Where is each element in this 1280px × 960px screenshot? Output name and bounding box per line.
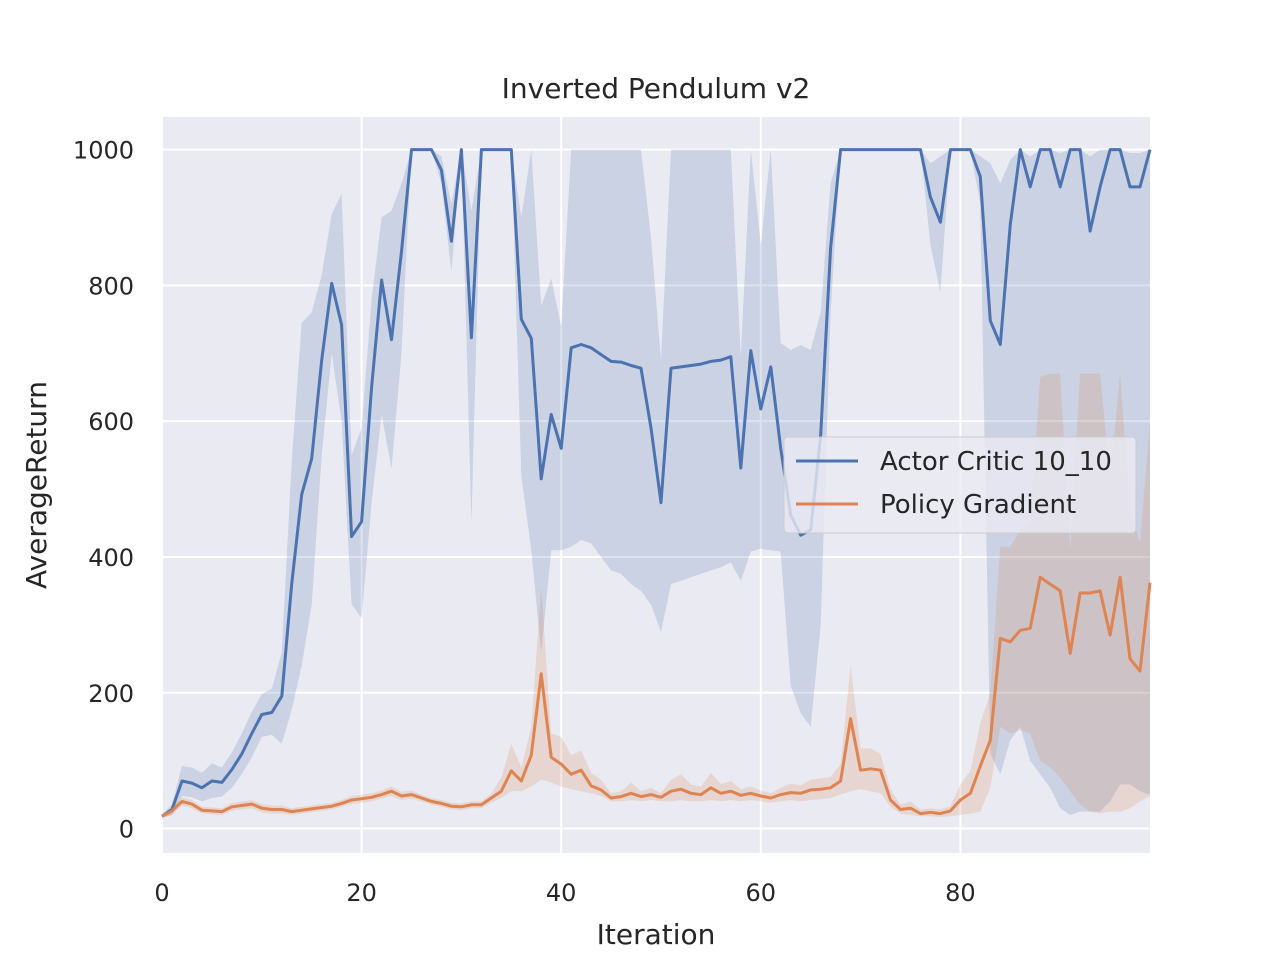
actor-critic-band	[162, 149, 1150, 818]
x-tick-label: 0	[154, 879, 169, 907]
x-tick-label: 20	[346, 879, 377, 907]
chart-title: Inverted Pendulum v2	[502, 72, 811, 105]
legend-label-policy-gradient: Policy Gradient	[880, 490, 1076, 520]
legend-box	[783, 436, 1137, 534]
policy-gradient-band	[162, 373, 1150, 818]
y-tick-labels: 0 200 400 600 800 1000	[73, 137, 134, 844]
y-tick-label: 200	[88, 680, 134, 708]
policy-gradient-line	[161, 575, 1152, 818]
series-lines	[161, 148, 1152, 818]
y-axis-label: AverageReturn	[20, 381, 53, 589]
y-tick-label: 1000	[73, 137, 134, 165]
legend: Actor Critic 10_10 Policy Gradient	[783, 436, 1137, 534]
y-tick-label: 0	[119, 816, 134, 844]
actor-critic-line	[161, 148, 1152, 818]
x-tick-labels: 0 20 40 60 80	[154, 879, 975, 907]
confidence-bands	[162, 149, 1150, 818]
grid-lines	[161, 117, 1150, 853]
x-tick-label: 80	[945, 879, 976, 907]
x-tick-label: 40	[546, 879, 577, 907]
y-tick-label: 600	[88, 408, 134, 436]
x-tick-label: 60	[746, 879, 777, 907]
legend-label-actor-critic: Actor Critic 10_10	[880, 447, 1112, 477]
y-tick-label: 800	[88, 272, 134, 300]
y-tick-label: 400	[88, 544, 134, 572]
x-axis-label: Iteration	[597, 918, 716, 951]
